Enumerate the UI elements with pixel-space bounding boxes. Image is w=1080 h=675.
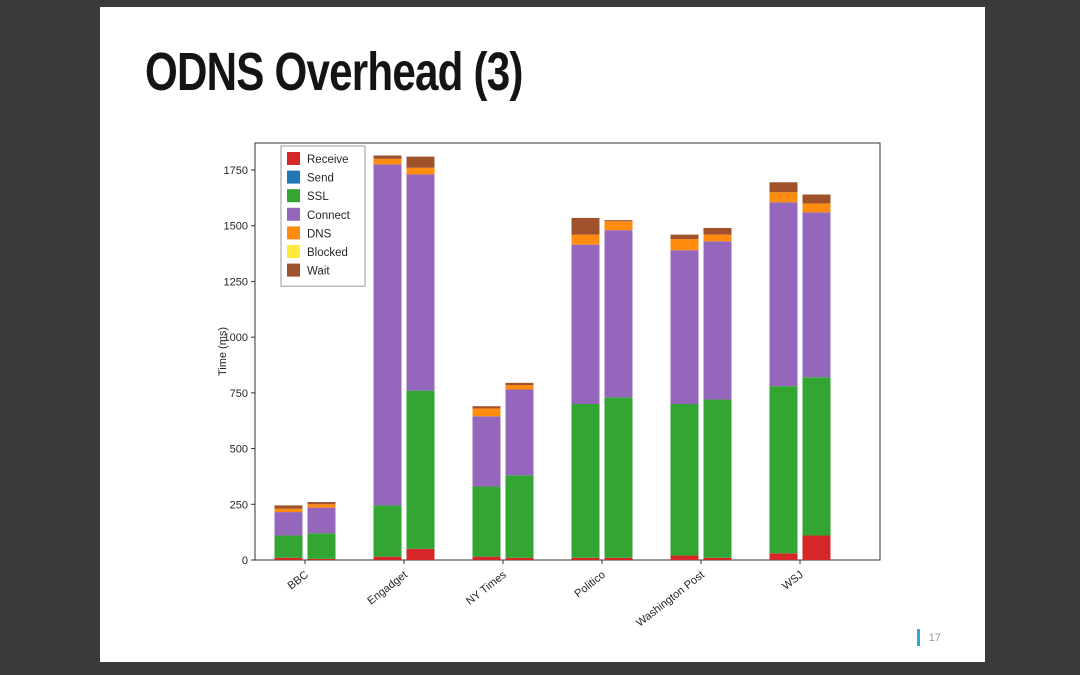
svg-text:Send: Send xyxy=(307,173,334,185)
page-footer: 17 xyxy=(916,629,941,646)
accent-bar xyxy=(916,629,920,646)
svg-text:750: 750 xyxy=(230,388,248,400)
svg-text:Connect: Connect xyxy=(307,210,351,222)
svg-text:Receive: Receive xyxy=(307,154,349,166)
svg-text:0: 0 xyxy=(242,555,248,567)
svg-text:SSL: SSL xyxy=(307,191,329,203)
svg-text:500: 500 xyxy=(230,444,248,456)
svg-text:1250: 1250 xyxy=(224,276,248,288)
svg-text:WSJ: WSJ xyxy=(780,569,806,593)
overhead-chart: 0 250 500 750 1000 1250 1500 1750 Time (ms) BBC En… xyxy=(217,142,881,629)
svg-text:Wait: Wait xyxy=(307,266,330,278)
svg-text:DNS: DNS xyxy=(307,228,332,240)
svg-text:Washington Post: Washington Post xyxy=(634,569,707,629)
svg-text:Time (ms): Time (ms) xyxy=(217,327,229,376)
svg-text:1500: 1500 xyxy=(224,221,248,233)
chart-area: 0 250 500 750 1000 1250 1500 1750 Time (ms) BBC En… xyxy=(215,130,895,640)
svg-text:Politico: Politico xyxy=(573,569,608,600)
slide: ODNS Overhead (3) 0 250 500 750 1000 1250 1500… xyxy=(100,7,985,662)
slide-title: ODNS Overhead (3) xyxy=(145,42,523,102)
page-number: 17 xyxy=(928,631,941,644)
svg-text:BBC: BBC xyxy=(286,569,311,592)
svg-text:NY Times: NY Times xyxy=(464,569,509,608)
svg-text:Engadget: Engadget xyxy=(365,569,410,607)
svg-text:Blocked: Blocked xyxy=(307,247,348,259)
svg-text:250: 250 xyxy=(230,499,248,511)
svg-text:1000: 1000 xyxy=(224,332,248,344)
svg-text:1750: 1750 xyxy=(224,165,248,177)
